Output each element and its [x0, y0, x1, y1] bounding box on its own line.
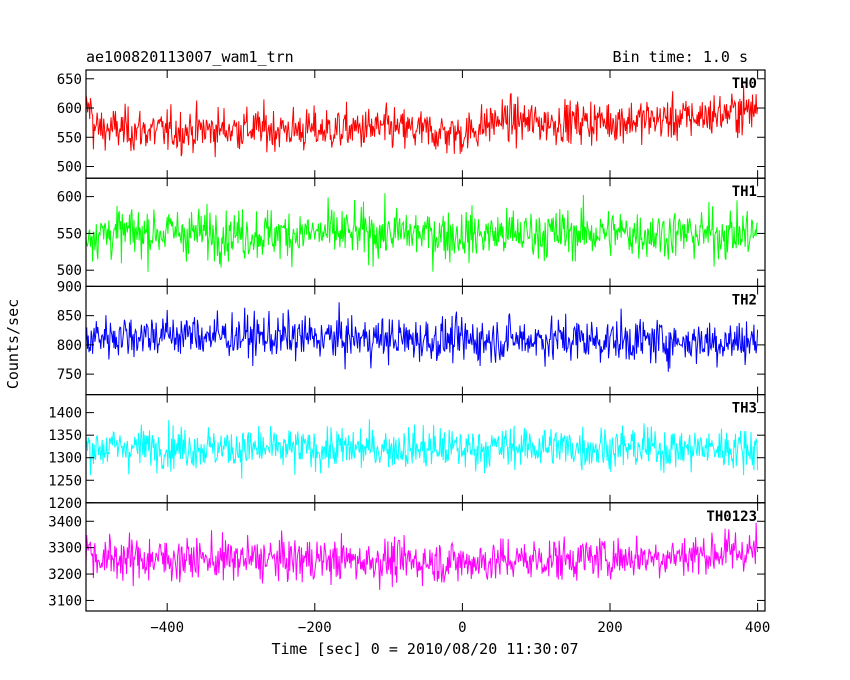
panel-frame [85, 285, 766, 396]
series-line-th0123 [86, 522, 759, 590]
y-tick-label: 650 [57, 72, 82, 88]
x-axis-label: Time [sec] 0 = 2010/08/20 11:30:07 [271, 640, 578, 658]
series-line-th2 [86, 302, 759, 372]
x-tick-label: −200 [298, 620, 332, 636]
panel-label-th2: TH2 [732, 292, 757, 308]
y-tick-label: 3400 [48, 514, 82, 530]
panel-frame [85, 177, 766, 287]
panel-th0: 500 550 600 650 TH0 [57, 69, 766, 179]
x-tick-label: 200 [597, 620, 622, 636]
y-tick-label: 1200 [48, 496, 82, 512]
y-tick-label: 850 [57, 309, 82, 325]
y-tick-label: 600 [57, 101, 82, 117]
y-tick-label: 1250 [48, 473, 82, 489]
y-tick-label: 1350 [48, 428, 82, 444]
y-tick-label: 750 [57, 367, 82, 383]
panels: 500 550 600 650 TH0 500 550 600 TH1 750 800 850 900 T… [48, 69, 766, 612]
y-tick-label: 3200 [48, 567, 82, 583]
series-line-th1 [86, 193, 758, 272]
x-tick-label: 400 [745, 620, 770, 636]
y-tick-label: 500 [57, 160, 82, 176]
y-tick-label: 500 [57, 263, 82, 279]
y-tick-label: 3100 [48, 593, 82, 609]
panel-frame [85, 502, 766, 612]
y-tick-label: 1400 [48, 406, 82, 422]
y-tick-label: 550 [57, 226, 82, 242]
y-tick-label: 600 [57, 190, 82, 206]
panel-th2: 750 800 850 900 TH2 [57, 279, 766, 396]
panel-th0123: 3100 3200 3300 3400 TH0123 [48, 502, 766, 612]
panel-label-th0: TH0 [732, 76, 757, 92]
panel-th3: 1200 1250 1300 1350 1400 TH3 [48, 394, 766, 512]
y-axis-label: Counts/sec [4, 299, 22, 389]
panel-th1: 500 550 600 TH1 [57, 177, 766, 287]
chart-title: ae100820113007_wam1_trn [86, 48, 294, 66]
y-tick-label: 900 [57, 279, 82, 295]
x-tick-label: 0 [458, 620, 466, 636]
x-axis: −400 −200 0 200 400 [150, 620, 770, 636]
bin-time-label: Bin time: 1.0 s [613, 48, 748, 66]
x-tick-label: −400 [150, 620, 184, 636]
panel-label-th0123: TH0123 [706, 509, 757, 525]
panel-label-th3: TH3 [732, 401, 757, 417]
panel-label-th1: TH1 [732, 184, 757, 200]
y-tick-label: 1300 [48, 451, 82, 467]
y-tick-label: 3300 [48, 541, 82, 557]
series-line-th3 [86, 419, 759, 479]
y-tick-label: 800 [57, 338, 82, 354]
y-tick-label: 550 [57, 130, 82, 146]
series-line-th0 [86, 85, 759, 158]
